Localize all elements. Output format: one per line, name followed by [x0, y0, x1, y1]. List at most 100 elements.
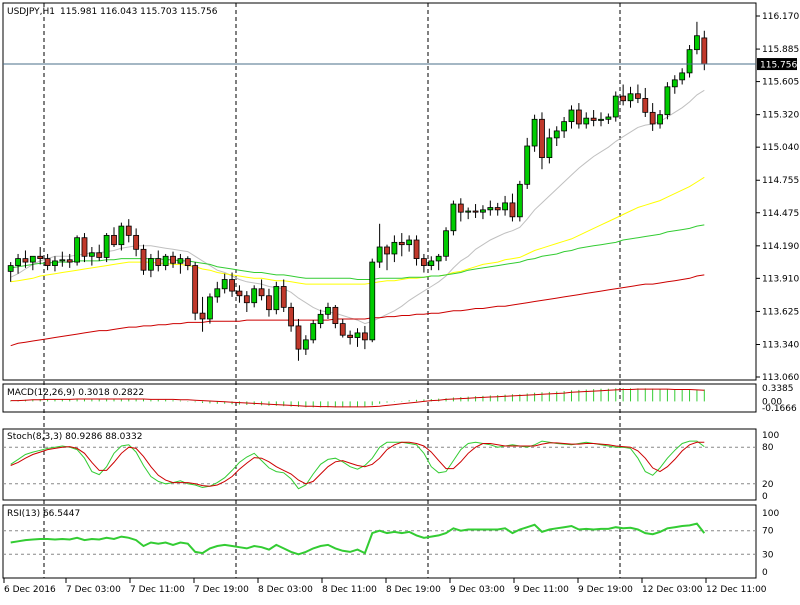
candle-body-down — [81, 237, 88, 257]
candle — [435, 253, 442, 271]
candle — [465, 207, 472, 220]
candle-body-down — [421, 258, 427, 266]
candle-body-up — [583, 117, 590, 125]
candle-body-up — [52, 260, 58, 266]
candle-body-down — [590, 117, 597, 121]
candle-body-up — [391, 241, 398, 255]
moving-average-line — [10, 274, 705, 347]
candle-body-up — [15, 258, 21, 266]
current-price-label: 115.756 — [760, 61, 797, 71]
candle-body-down — [701, 37, 708, 65]
candle — [531, 114, 538, 152]
candle — [52, 256, 58, 272]
candle — [125, 219, 132, 243]
candle-body-up — [480, 209, 486, 213]
moving-average-line — [10, 224, 705, 280]
time-axis-label: 7 Dec 03:00 — [66, 585, 121, 595]
candle — [679, 68, 686, 85]
candle-body-down — [140, 248, 147, 271]
time-axis-label: 8 Dec 11:00 — [322, 585, 377, 595]
macd-tick-label: 0.00 — [762, 397, 782, 407]
candle — [568, 105, 575, 129]
candle-body-down — [384, 246, 390, 255]
candle — [295, 318, 302, 361]
chart-symbol-title: USDJPY,H1 — [7, 7, 55, 17]
candle — [221, 273, 228, 294]
candle — [177, 253, 184, 274]
candle — [273, 281, 280, 315]
macd-tick-label: -0.1666 — [762, 404, 797, 414]
candle-body-up — [671, 79, 678, 88]
candle — [657, 110, 663, 129]
candle-body-down — [509, 202, 516, 218]
candle — [74, 235, 80, 266]
candle — [443, 227, 449, 261]
candle — [635, 84, 641, 104]
candle-body-up — [568, 109, 575, 123]
current-price-box — [757, 58, 797, 71]
candle — [494, 202, 501, 216]
price-tick-label: 114.475 — [762, 209, 799, 219]
candle — [170, 251, 176, 268]
candle — [155, 250, 162, 272]
candle — [339, 318, 346, 338]
candle-body-up — [435, 255, 442, 262]
candle — [192, 262, 199, 321]
price-tick-label: 113.625 — [762, 307, 799, 317]
candle — [502, 195, 508, 216]
candle-body-down — [22, 258, 29, 263]
candle-body-down — [472, 210, 479, 213]
main-pane-frame — [2, 2, 757, 381]
rsi-tick-label: 0 — [762, 568, 768, 578]
candle-body-up — [29, 255, 36, 263]
candle-body-down — [236, 290, 243, 297]
candle-body-down — [96, 252, 103, 258]
candle — [509, 193, 516, 222]
time-axis-label: 9 Dec 11:00 — [514, 585, 569, 595]
candle — [686, 45, 693, 78]
candle — [15, 253, 21, 274]
candle-body-up — [443, 230, 449, 257]
stoch-tick-label: 20 — [762, 480, 774, 490]
candle — [612, 91, 619, 122]
candle-body-down — [133, 234, 140, 250]
candle — [487, 200, 494, 216]
rsi-tick-label: 30 — [762, 550, 774, 560]
candle-body-down — [575, 109, 582, 125]
candle — [302, 335, 309, 355]
candle — [184, 256, 191, 271]
candle — [546, 128, 553, 164]
rsi-tick-label: 70 — [762, 527, 774, 537]
candle-body-up — [162, 255, 169, 266]
time-axis-label: 12 Dec 03:00 — [642, 585, 703, 595]
candle-body-down — [494, 207, 501, 211]
candle-body-down — [361, 332, 368, 341]
price-tick-label: 114.190 — [762, 242, 799, 252]
stoch-tick-label: 80 — [762, 443, 774, 453]
candle-body-down — [457, 203, 464, 213]
candle — [103, 233, 110, 263]
candle — [258, 279, 265, 301]
candle-body-down — [111, 234, 117, 246]
candle-body-down — [280, 286, 287, 308]
candle-body-down — [44, 258, 51, 266]
candle-body-up — [524, 145, 531, 185]
candle — [671, 75, 678, 94]
rsi-pane-frame — [2, 504, 757, 579]
candle — [59, 251, 66, 267]
candle-body-up — [553, 130, 560, 139]
candle — [598, 112, 604, 127]
candle-body-up — [302, 339, 309, 350]
candle-body-up — [561, 121, 568, 132]
candle-body-down — [398, 241, 405, 246]
candle — [539, 112, 545, 170]
candle-body-up — [118, 225, 125, 246]
candle — [664, 82, 671, 120]
price-tick-label: 116.170 — [762, 12, 799, 22]
stoch-main-line — [10, 440, 705, 490]
candle — [251, 285, 258, 308]
candle-body-up — [406, 239, 413, 246]
candle-body-up — [605, 116, 612, 120]
candle — [347, 330, 354, 345]
